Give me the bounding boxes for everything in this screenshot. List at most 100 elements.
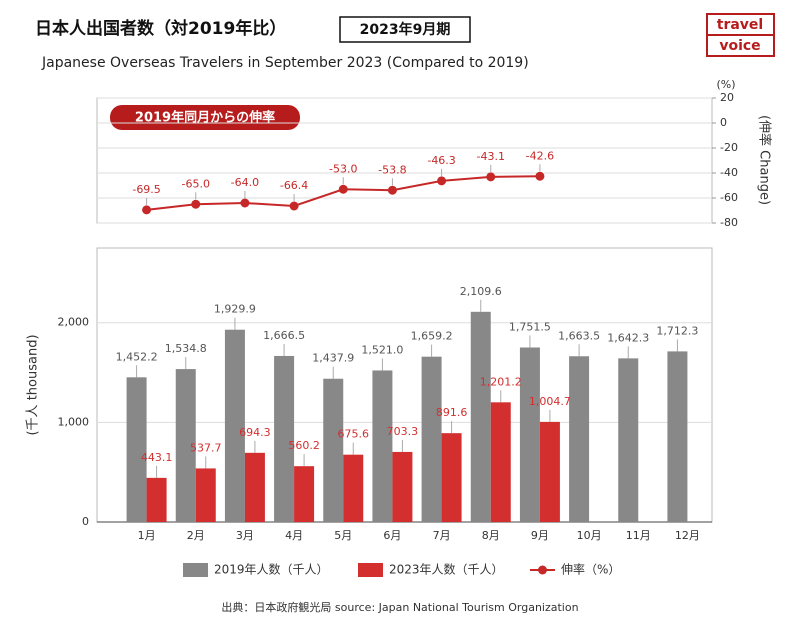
bar <box>126 377 147 522</box>
y-tick-label: 1,000 <box>58 415 90 428</box>
bar <box>195 468 216 522</box>
data-label: 1,929.9 <box>214 303 256 316</box>
x-tick-label: 1月 <box>138 529 156 542</box>
data-label: 1,712.3 <box>656 324 698 337</box>
legend-label: 伸率（%） <box>561 562 620 577</box>
x-tick-label: 12月 <box>675 529 700 542</box>
data-label: -65.0 <box>182 177 210 190</box>
data-label: -43.1 <box>477 150 505 163</box>
legend-swatch <box>358 563 383 577</box>
bar <box>519 347 540 522</box>
point <box>437 176 447 186</box>
data-label: 1,659.2 <box>411 330 453 343</box>
source: 出典：日本政府観光局 source: Japan National Touris… <box>221 600 578 614</box>
x-tick-label: 11月 <box>626 529 651 542</box>
y2-tick-label: 20 <box>720 91 734 104</box>
point <box>240 198 250 208</box>
point <box>535 171 545 181</box>
data-label: 891.6 <box>436 406 468 419</box>
data-label: 560.2 <box>288 439 320 452</box>
bar <box>539 421 560 522</box>
x-tick-label: 10月 <box>577 529 602 542</box>
data-label: 1,201.2 <box>480 375 522 388</box>
data-label: 703.3 <box>387 425 419 438</box>
data-label: 1,534.8 <box>165 342 207 355</box>
x-tick-label: 5月 <box>334 529 352 542</box>
bar <box>441 433 462 522</box>
data-label: -69.5 <box>132 183 160 196</box>
y-tick-label: 0 <box>82 515 89 528</box>
point <box>191 199 201 209</box>
data-label: 694.3 <box>239 426 271 439</box>
bar <box>392 451 413 522</box>
bar <box>490 402 511 522</box>
y2-axis-label: (伸率 Change) <box>757 115 773 205</box>
bar <box>274 355 295 522</box>
data-label: 443.1 <box>141 451 173 464</box>
data-label: 1,452.2 <box>116 350 158 363</box>
data-label: 1,663.5 <box>558 329 600 342</box>
data-label: 1,521.0 <box>361 343 403 356</box>
y-tick-label: 2,000 <box>58 316 90 329</box>
point <box>338 184 348 194</box>
data-label: -42.6 <box>526 149 554 162</box>
data-label: -64.0 <box>231 176 259 189</box>
data-label: 1,666.5 <box>263 329 305 342</box>
unit: (%) <box>716 78 735 91</box>
y2-tick-label: -80 <box>720 216 738 229</box>
legend-label: 2019年人数（千人） <box>214 562 329 577</box>
data-label: -46.3 <box>427 154 455 167</box>
data-label: 1,751.5 <box>509 320 551 333</box>
bar <box>343 454 364 522</box>
subtitle: Japanese Overseas Travelers in September… <box>41 55 529 71</box>
point <box>387 185 397 195</box>
period-box <box>339 16 471 43</box>
annotation: 2019年同月からの伸率 <box>135 110 275 126</box>
x-tick-label: 7月 <box>433 529 451 542</box>
period: 2023年9月期 <box>360 21 451 38</box>
data-label: -66.4 <box>280 179 308 192</box>
legend-label: 2023年人数（千人） <box>389 562 504 577</box>
data-label: 2,109.6 <box>460 285 502 298</box>
y2-tick-label: -60 <box>720 191 738 204</box>
y-axis-label: (千人 thousand) <box>26 334 41 435</box>
bar <box>667 351 688 522</box>
data-label: 1,004.7 <box>529 395 571 408</box>
legend-swatch <box>538 565 547 575</box>
x-tick-label: 9月 <box>531 529 549 542</box>
bar <box>323 378 344 522</box>
bar <box>224 329 245 522</box>
point <box>289 201 299 211</box>
bar <box>470 311 491 522</box>
x-tick-label: 8月 <box>482 529 500 542</box>
point <box>142 205 152 215</box>
y2-tick-label: 0 <box>720 116 727 129</box>
bar <box>618 358 639 522</box>
annotation-badge <box>110 105 300 130</box>
title: 日本人出国者数（対2019年比） <box>35 18 286 39</box>
bar <box>569 356 590 522</box>
x-tick-label: 2月 <box>187 529 205 542</box>
data-label: 1,437.9 <box>312 352 354 365</box>
x-tick-label: 4月 <box>285 529 303 542</box>
bar <box>146 477 167 522</box>
y2-tick-label: -20 <box>720 141 738 154</box>
data-label: 537.7 <box>190 441 222 454</box>
bar <box>294 466 315 522</box>
data-label: -53.8 <box>378 163 406 176</box>
bar <box>244 452 265 522</box>
point <box>486 172 496 182</box>
bar <box>421 356 442 522</box>
x-tick-label: 6月 <box>383 529 401 542</box>
legend-swatch <box>183 563 208 577</box>
logo-text: voice <box>719 38 760 54</box>
x-tick-label: 3月 <box>236 529 254 542</box>
y2-tick-label: -40 <box>720 166 738 179</box>
bar <box>372 370 393 522</box>
data-label: 1,642.3 <box>607 331 649 344</box>
data-label: 675.6 <box>338 428 370 441</box>
logo-text: travel <box>717 17 763 33</box>
bar <box>175 369 196 522</box>
data-label: -53.0 <box>329 162 357 175</box>
